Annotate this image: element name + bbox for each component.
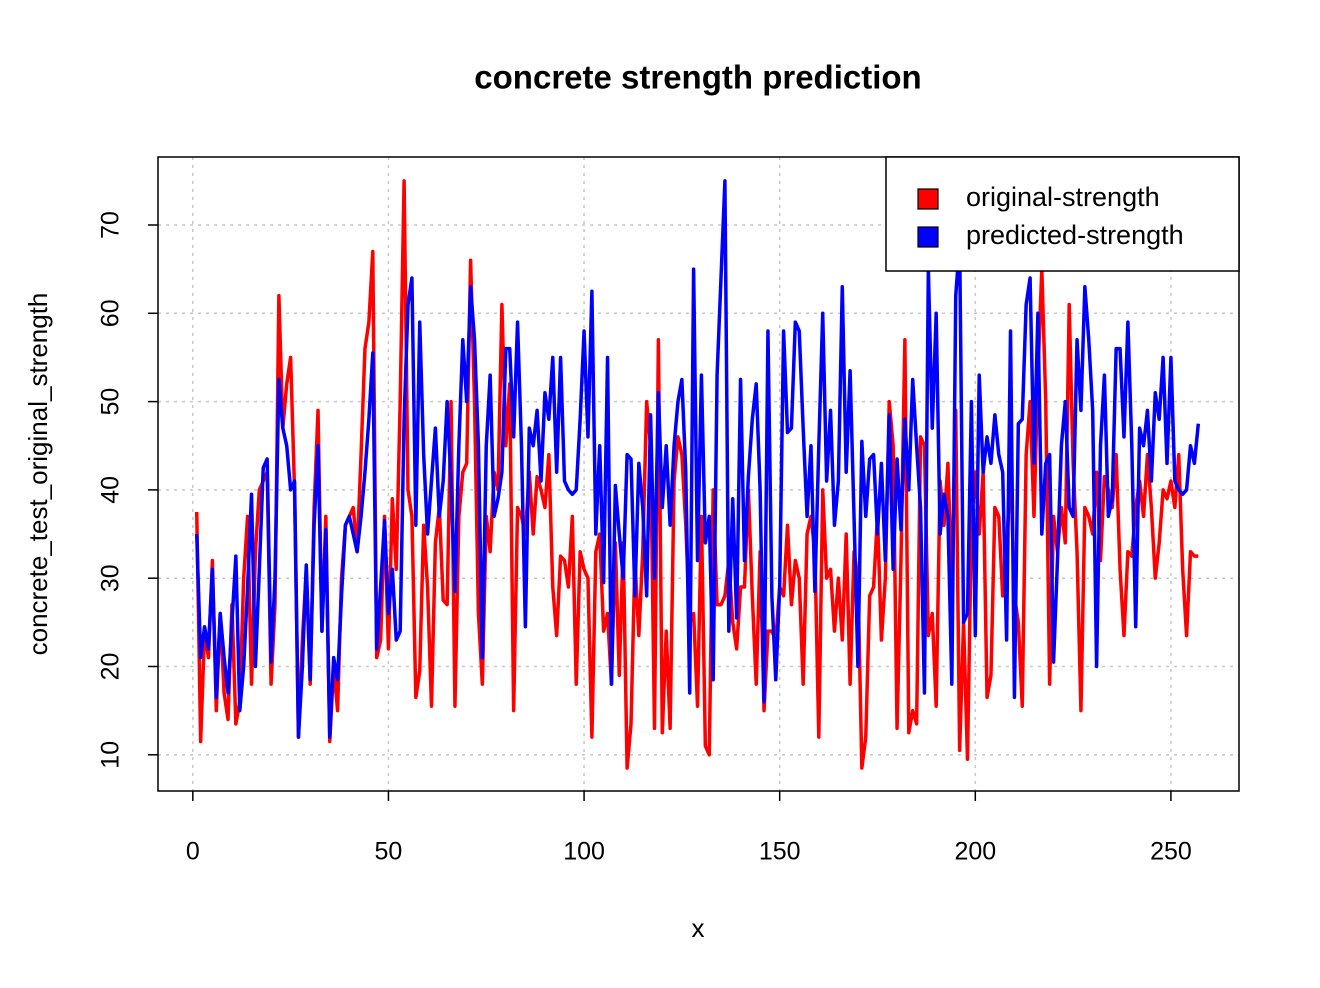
legend-swatch: [917, 226, 939, 248]
legend: original-strength predicted-strength: [885, 156, 1240, 272]
axes: 0 50 100 150 200 250 10 20 30 40 50 60 70: [97, 211, 1192, 866]
legend-label: original-strength: [966, 182, 1160, 212]
x-tick-label: 200: [954, 838, 996, 866]
legend-box: [885, 156, 1240, 272]
y-tick-label: 20: [97, 653, 125, 681]
chart-title: concrete strength prediction: [474, 59, 921, 96]
y-tick-label: 70: [97, 211, 125, 239]
x-axis-label: x: [692, 913, 705, 943]
series-line: [194, 179, 1199, 770]
x-tick-label: 250: [1150, 838, 1192, 866]
series-line: [194, 179, 1201, 739]
x-tick-label: 150: [759, 838, 801, 866]
x-tick-label: 0: [186, 838, 200, 866]
y-axis-label: concrete_test_original_strength: [23, 293, 53, 656]
y-tick-label: 50: [97, 388, 125, 416]
plot-frame: [157, 156, 1240, 792]
x-tick-label: 100: [563, 838, 605, 866]
y-tick-label: 30: [97, 564, 125, 592]
legend-label: predicted-strength: [966, 220, 1184, 250]
legend-swatch: [917, 188, 939, 210]
y-tick-label: 10: [97, 741, 125, 769]
y-tick-label: 60: [97, 299, 125, 327]
lines: [194, 179, 1201, 770]
x-tick-label: 50: [375, 838, 403, 866]
y-tick-label: 40: [97, 476, 125, 504]
